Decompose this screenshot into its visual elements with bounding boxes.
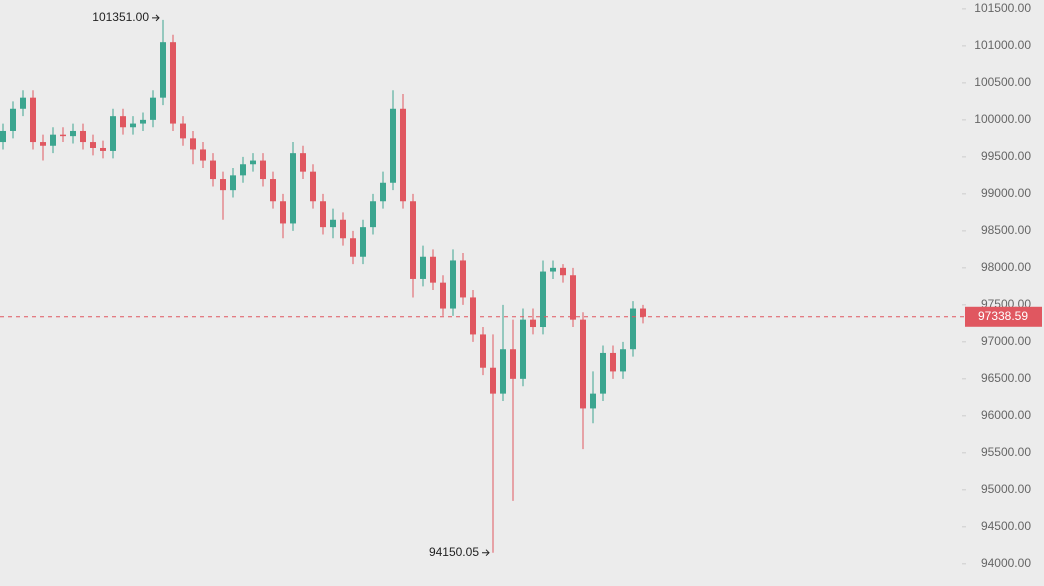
candle-body [340, 219, 346, 239]
candle-body [530, 319, 536, 328]
candle-body [540, 271, 546, 328]
candle-body [360, 227, 366, 257]
y-tick-label: 101500.00 [974, 1, 1031, 15]
candle-body [120, 116, 126, 128]
y-tick-label: 100000.00 [974, 112, 1031, 126]
y-tick-label: 95500.00 [981, 445, 1031, 459]
candle-body [610, 352, 616, 372]
candle-body [440, 282, 446, 309]
high-annotation: 101351.00 [92, 10, 149, 24]
candle-body [500, 349, 506, 394]
candle-body [250, 160, 256, 165]
candle-body [310, 171, 316, 202]
candle-body [200, 149, 206, 161]
y-tick-label: 101000.00 [974, 38, 1031, 52]
candle-body [470, 297, 476, 335]
last-price-label: 97338.59 [978, 309, 1028, 323]
candle-body [10, 108, 16, 131]
candle-body [630, 308, 636, 350]
y-tick-label: 94500.00 [981, 519, 1031, 533]
candle-body [190, 138, 196, 150]
candle-body [220, 179, 226, 191]
y-tick-label: 98500.00 [981, 223, 1031, 237]
candle-body [520, 319, 526, 379]
candle-body [110, 116, 116, 151]
candle-body [560, 267, 566, 276]
candle-body [50, 134, 56, 146]
candle-body [590, 393, 596, 409]
candle-body [460, 260, 466, 298]
y-tick-label: 95000.00 [981, 482, 1031, 496]
candle-body [490, 367, 496, 394]
candle-body [260, 160, 266, 180]
candle-body [230, 175, 236, 191]
low-annotation: 94150.05 [429, 545, 479, 559]
candle-body [640, 308, 646, 317]
candle-body [570, 275, 576, 320]
candle-body [80, 130, 86, 143]
candle-body [280, 201, 286, 224]
y-tick-label: 97000.00 [981, 334, 1031, 348]
low-arrow [482, 549, 490, 557]
candle-body [270, 179, 276, 202]
candle-body [480, 334, 486, 368]
candle-body [410, 201, 416, 279]
candle-body [0, 130, 6, 143]
candle-body [150, 97, 156, 120]
candle-body [370, 201, 376, 228]
y-tick-label: 98000.00 [981, 260, 1031, 274]
candle-body [180, 123, 186, 139]
y-tick-label: 99500.00 [981, 149, 1031, 163]
candle-body [100, 147, 106, 151]
y-tick-label: 96000.00 [981, 408, 1031, 422]
candle-body [330, 219, 336, 228]
candle-body [350, 238, 356, 257]
candle-body [600, 352, 606, 394]
candle-body [580, 319, 586, 409]
candle-body [70, 130, 76, 137]
candle-body [400, 108, 406, 202]
candle-body [320, 201, 326, 228]
candle-body [140, 119, 146, 124]
candle-body [450, 260, 456, 309]
candle-body [300, 153, 306, 172]
candle-body [510, 349, 516, 379]
candle-body [390, 108, 396, 183]
y-tick-label: 100500.00 [974, 75, 1031, 89]
candle-body [380, 182, 386, 202]
candle-body [130, 123, 136, 128]
candle-body [290, 153, 296, 224]
candle-body [430, 256, 436, 283]
y-tick-label: 94000.00 [981, 556, 1031, 570]
candle-body [620, 349, 626, 372]
candle-body [210, 160, 216, 180]
y-tick-label: 96500.00 [981, 371, 1031, 385]
candle-body [20, 97, 26, 109]
candle-body [240, 164, 246, 176]
last-price-box [965, 306, 1042, 327]
candle-body [420, 256, 426, 279]
candle-body [60, 134, 66, 137]
candle-body [550, 267, 556, 272]
candle-body [90, 142, 96, 148]
high-arrow [152, 14, 160, 22]
candle-body [170, 42, 176, 124]
candle-body [30, 97, 36, 143]
y-tick-label: 99000.00 [981, 186, 1031, 200]
candle-body [160, 42, 166, 98]
candle-body [40, 142, 46, 146]
